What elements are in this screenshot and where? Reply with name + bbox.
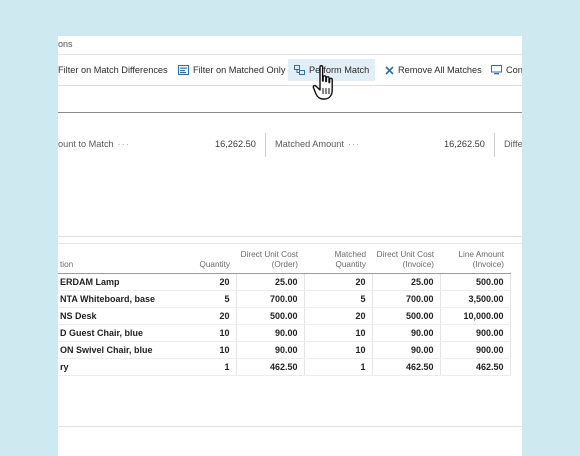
cell-direct-unit-cost-order: 700.00: [236, 290, 305, 308]
perform-match-label: Perform Match: [309, 65, 370, 75]
hand-pointer-cursor-icon: [312, 65, 333, 100]
summary-divider: [265, 133, 266, 157]
cell-quantity: 10: [170, 341, 237, 359]
cell-line-amount-invoice: 10,000.00: [440, 307, 511, 325]
filter-on-match-differences-button[interactable]: Filter on Match Differences: [58, 59, 168, 81]
perform-match-button[interactable]: Perform Match: [288, 59, 376, 81]
column-header-direct-unit-cost-order[interactable]: Direct Unit Cost (Order): [236, 238, 304, 274]
cell-description: NS Desk: [58, 307, 170, 325]
remove-all-matches-label: Remove All Matches: [398, 65, 482, 75]
matched-amount-label: Matched Amount: [275, 139, 344, 149]
matched-amount-value: 16,262.50: [444, 139, 485, 149]
cell-direct-unit-cost-invoice: 90.00: [372, 341, 441, 359]
table-row[interactable]: D Guest Chair, blue 10 90.00 10 90.00 90…: [58, 324, 511, 342]
difference-field: Diffe: [504, 139, 522, 149]
filter-matched-label: Filter on Matched Only: [193, 65, 286, 75]
cell-description: ry: [58, 358, 170, 376]
amount-to-match-label: ount to Match: [58, 139, 114, 149]
lines-table: tion Quantity Direct Unit Cost (Order) M…: [58, 238, 511, 376]
cell-line-amount-invoice: 900.00: [440, 341, 511, 359]
difference-label: Diffe: [504, 139, 522, 149]
cont-label: Cont: [506, 65, 522, 75]
cell-quantity: 5: [170, 290, 237, 308]
cell-quantity: 10: [170, 324, 237, 342]
filter-differences-label: Filter on Match Differences: [58, 65, 168, 75]
cell-direct-unit-cost-order: 500.00: [236, 307, 305, 325]
filter-on-matched-only-button[interactable]: Filter on Matched Only: [178, 59, 285, 81]
lines-table-area: tion Quantity Direct Unit Cost (Order) M…: [58, 236, 522, 427]
dots-indicator: ···: [347, 139, 361, 149]
cell-direct-unit-cost-order: 462.50: [236, 358, 305, 376]
cell-quantity: 1: [170, 358, 237, 376]
match-summary: ount to Match ··· 16,262.50 Matched Amoun…: [58, 113, 522, 244]
cell-description: NTA Whiteboard, base: [58, 290, 170, 308]
monitor-icon: [491, 65, 502, 75]
cell-matched-quantity[interactable]: 10: [304, 324, 373, 342]
table-row[interactable]: ry 1 462.50 1 462.50 462.50: [58, 358, 511, 376]
cell-direct-unit-cost-order: 90.00: [236, 324, 305, 342]
cell-matched-quantity[interactable]: 10: [304, 341, 373, 359]
table-row[interactable]: ON Swivel Chair, blue 10 90.00 10 90.00 …: [58, 341, 511, 359]
table-row[interactable]: NS Desk 20 500.00 20 500.00 10,000.00: [58, 307, 511, 325]
table-row[interactable]: NTA Whiteboard, base 5 700.00 5 700.00 3…: [58, 290, 511, 308]
breadcrumb: ons: [58, 39, 73, 49]
footer-divider: [58, 426, 522, 427]
amount-to-match-value: 16,262.50: [215, 139, 256, 149]
cell-line-amount-invoice: 500.00: [440, 273, 511, 291]
cell-direct-unit-cost-order: 90.00: [236, 341, 305, 359]
summary-divider: [494, 133, 495, 157]
remove-all-matches-button[interactable]: Remove All Matches: [385, 59, 482, 81]
cell-description: ERDAM Lamp: [58, 273, 170, 291]
cell-matched-quantity[interactable]: 20: [304, 273, 373, 291]
cell-direct-unit-cost-order: 25.00: [236, 273, 305, 291]
column-header-line-amount-invoice[interactable]: Line Amount (Invoice): [440, 238, 510, 274]
cell-direct-unit-cost-invoice: 500.00: [372, 307, 441, 325]
cell-line-amount-invoice: 3,500.00: [440, 290, 511, 308]
cell-direct-unit-cost-invoice: 90.00: [372, 324, 441, 342]
matched-amount-field: Matched Amount ···: [275, 139, 360, 149]
filter-list-icon: [178, 65, 189, 75]
cell-matched-quantity[interactable]: 1: [304, 358, 373, 376]
column-header-matched-quantity[interactable]: Matched Quantity: [304, 238, 372, 274]
continue-button[interactable]: Cont: [491, 59, 522, 81]
close-icon: [385, 65, 394, 75]
cell-matched-quantity[interactable]: 5: [304, 290, 373, 308]
cell-description: D Guest Chair, blue: [58, 324, 170, 342]
match-icon: [294, 65, 305, 75]
title-bar: ons: [58, 36, 522, 55]
dots-indicator: ···: [117, 139, 130, 149]
action-toolbar: Filter on Match Differences Filter on Ma…: [58, 55, 522, 86]
table-header-row: tion Quantity Direct Unit Cost (Order) M…: [58, 238, 510, 274]
app-window: ons Filter on Match Differences Filter o…: [58, 36, 522, 456]
cell-direct-unit-cost-invoice: 462.50: [372, 358, 441, 376]
column-header-direct-unit-cost-invoice[interactable]: Direct Unit Cost (Invoice): [372, 238, 440, 274]
amount-to-match-field: ount to Match ···: [58, 139, 130, 149]
table-row[interactable]: ERDAM Lamp 20 25.00 20 25.00 500.00: [58, 273, 511, 291]
cell-quantity: 20: [170, 307, 237, 325]
cell-direct-unit-cost-invoice: 25.00: [372, 273, 441, 291]
cell-quantity: 20: [170, 273, 237, 291]
column-header-description[interactable]: tion: [58, 238, 170, 274]
cell-direct-unit-cost-invoice: 700.00: [372, 290, 441, 308]
cell-description: ON Swivel Chair, blue: [58, 341, 170, 359]
cell-matched-quantity[interactable]: 20: [304, 307, 373, 325]
cell-line-amount-invoice: 462.50: [440, 358, 511, 376]
header-band: [58, 86, 522, 113]
cell-line-amount-invoice: 900.00: [440, 324, 511, 342]
column-header-quantity[interactable]: Quantity: [170, 238, 236, 274]
